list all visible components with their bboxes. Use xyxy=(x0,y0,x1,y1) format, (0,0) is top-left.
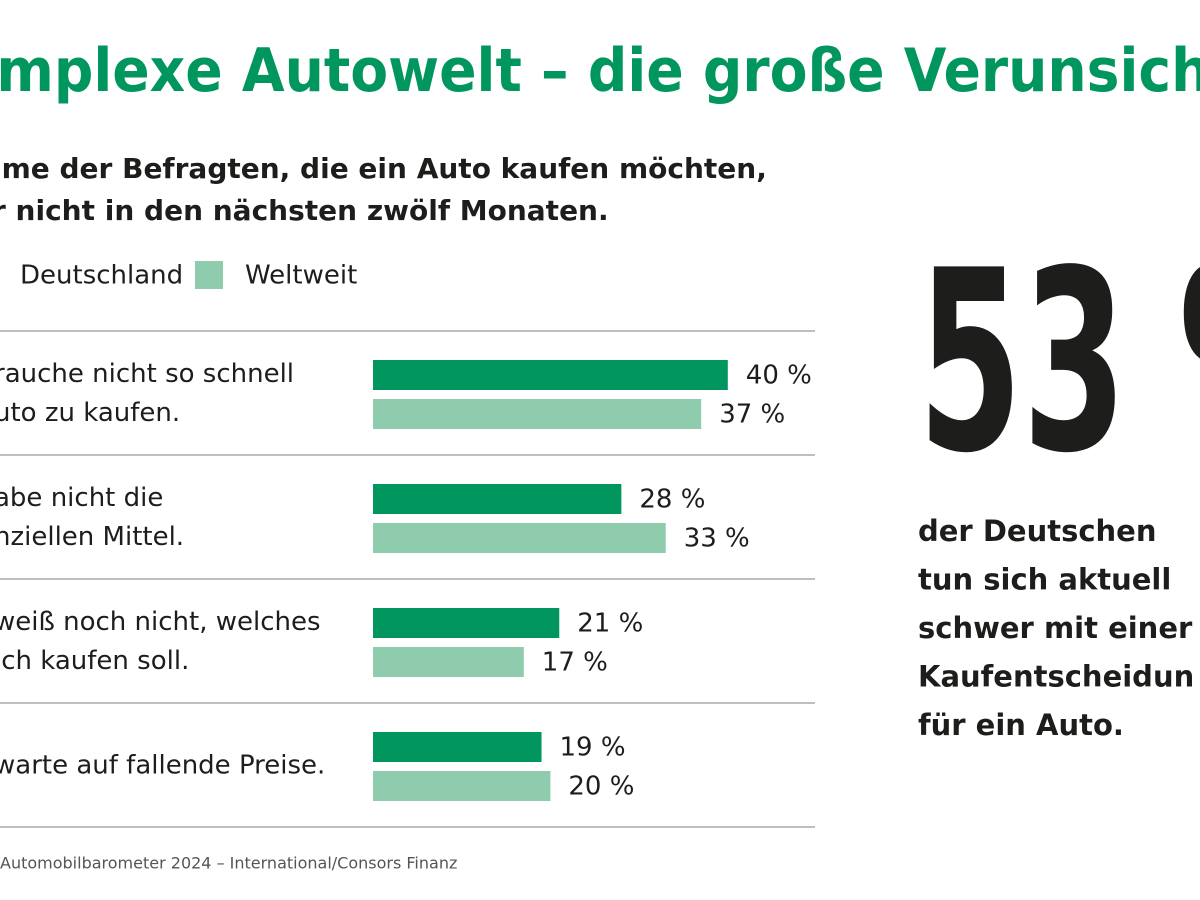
value-label: 21 % xyxy=(577,609,643,639)
highlight-text: schwer mit einer xyxy=(918,611,1193,645)
bar xyxy=(373,732,542,762)
highlight-text: Kaufentscheidun xyxy=(918,660,1194,694)
category-label: weiß noch nicht, welches xyxy=(0,607,321,637)
value-label: 17 % xyxy=(542,648,608,678)
bar xyxy=(373,360,728,390)
value-label: 33 % xyxy=(684,524,750,554)
category-label: uto zu kaufen. xyxy=(0,398,180,428)
chart-title: mplexe Autowelt – die große Verunsicheru xyxy=(0,35,1200,106)
subtitle: r nicht in den nächsten zwölf Monaten. xyxy=(0,194,609,227)
category-label: nziellen Mittel. xyxy=(0,522,184,552)
highlight-text: für ein Auto. xyxy=(918,708,1124,742)
value-label: 19 % xyxy=(560,733,626,763)
bar xyxy=(373,608,560,638)
bar xyxy=(373,523,666,553)
value-label: 40 % xyxy=(746,361,812,391)
category-label: abe nicht die xyxy=(0,483,163,513)
category-label: warte auf fallende Preise. xyxy=(0,751,325,781)
legend-swatch xyxy=(195,261,223,289)
value-label: 37 % xyxy=(719,400,785,430)
subtitle: ıme der Befragten, die ein Auto kaufen m… xyxy=(0,152,767,185)
bar xyxy=(373,484,622,514)
bar xyxy=(373,771,551,801)
value-label: 28 % xyxy=(639,485,705,515)
category-label: ich kaufen soll. xyxy=(0,646,189,676)
legend-label: Deutschland xyxy=(20,261,183,291)
category-label: rauche nicht so schnell xyxy=(0,359,294,389)
bar xyxy=(373,399,702,429)
big-figure: 53 % xyxy=(918,217,1200,508)
highlight-text: der Deutschen xyxy=(918,514,1157,548)
source: Automobilbarometer 2024 – International/… xyxy=(0,854,457,873)
highlight-text: tun sich aktuell xyxy=(918,563,1171,597)
bar xyxy=(373,647,524,677)
legend-label: Weltweit xyxy=(245,261,357,291)
value-label: 20 % xyxy=(568,772,634,802)
